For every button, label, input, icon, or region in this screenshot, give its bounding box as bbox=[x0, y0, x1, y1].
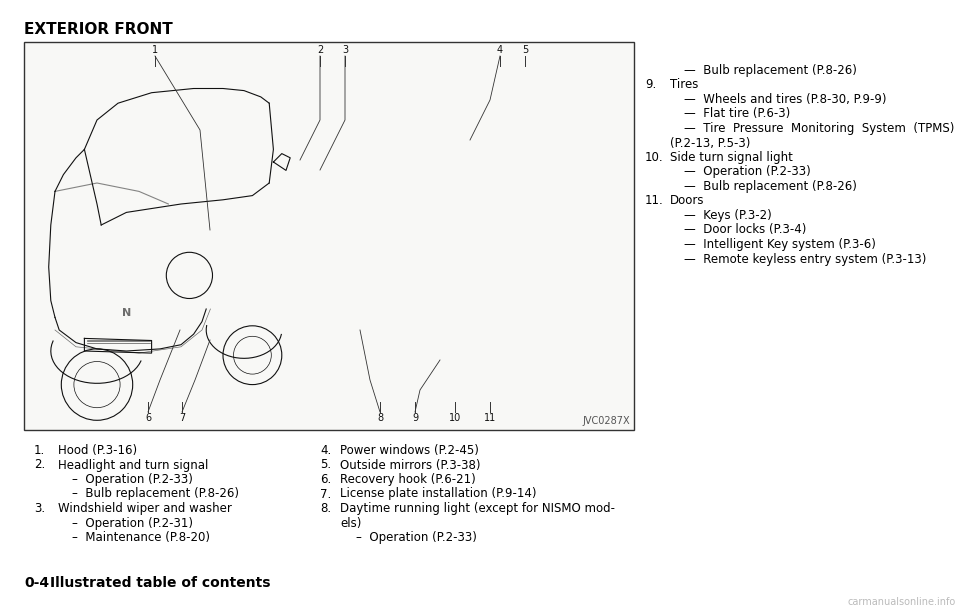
Text: JVC0287X: JVC0287X bbox=[583, 416, 630, 426]
Text: 4: 4 bbox=[497, 45, 503, 55]
Text: —  Bulb replacement (P.8-26): — Bulb replacement (P.8-26) bbox=[684, 64, 857, 77]
Text: —  Door locks (P.3-4): — Door locks (P.3-4) bbox=[684, 224, 806, 236]
Text: Headlight and turn signal: Headlight and turn signal bbox=[58, 458, 208, 472]
Text: Hood (P.3-16): Hood (P.3-16) bbox=[58, 444, 137, 457]
Text: Daytime running light (except for NISMO mod-: Daytime running light (except for NISMO … bbox=[340, 502, 615, 515]
Text: 1: 1 bbox=[152, 45, 158, 55]
Text: Tires: Tires bbox=[670, 78, 698, 92]
Text: —  Intelligent Key system (P.3-6): — Intelligent Key system (P.3-6) bbox=[684, 238, 876, 251]
Text: Recovery hook (P.6-21): Recovery hook (P.6-21) bbox=[340, 473, 476, 486]
Text: Illustrated table of contents: Illustrated table of contents bbox=[50, 576, 271, 590]
Bar bbox=[24, 42, 634, 430]
Text: els): els) bbox=[340, 516, 361, 530]
Text: —  Flat tire (P.6-3): — Flat tire (P.6-3) bbox=[684, 108, 790, 120]
Text: 9.: 9. bbox=[645, 78, 657, 92]
Text: 5: 5 bbox=[522, 45, 528, 55]
Text: N: N bbox=[122, 308, 131, 318]
Text: (P.2-13, P.5-3): (P.2-13, P.5-3) bbox=[670, 136, 751, 150]
Text: Outside mirrors (P.3-38): Outside mirrors (P.3-38) bbox=[340, 458, 481, 472]
Text: Power windows (P.2-45): Power windows (P.2-45) bbox=[340, 444, 479, 457]
Text: 3: 3 bbox=[342, 45, 348, 55]
Text: 10.: 10. bbox=[645, 151, 663, 164]
Text: 6: 6 bbox=[145, 413, 151, 423]
Text: Doors: Doors bbox=[670, 194, 705, 208]
Text: 1.: 1. bbox=[34, 444, 45, 457]
Text: 5.: 5. bbox=[320, 458, 331, 472]
Text: –  Operation (P.2-33): – Operation (P.2-33) bbox=[72, 473, 193, 486]
Text: 10: 10 bbox=[449, 413, 461, 423]
Text: 2: 2 bbox=[317, 45, 324, 55]
Text: 9: 9 bbox=[412, 413, 418, 423]
Text: —  Remote keyless entry system (P.3-13): — Remote keyless entry system (P.3-13) bbox=[684, 252, 926, 266]
Text: 7: 7 bbox=[179, 413, 185, 423]
Text: 4.: 4. bbox=[320, 444, 331, 457]
Text: –  Maintenance (P.8-20): – Maintenance (P.8-20) bbox=[72, 531, 210, 544]
Text: 7.: 7. bbox=[320, 488, 331, 500]
Text: —  Bulb replacement (P.8-26): — Bulb replacement (P.8-26) bbox=[684, 180, 857, 193]
Text: 11: 11 bbox=[484, 413, 496, 423]
Text: Side turn signal light: Side turn signal light bbox=[670, 151, 793, 164]
Text: —  Tire  Pressure  Monitoring  System  (TPMS): — Tire Pressure Monitoring System (TPMS) bbox=[684, 122, 954, 135]
Text: –  Operation (P.2-31): – Operation (P.2-31) bbox=[72, 516, 193, 530]
Text: 8: 8 bbox=[377, 413, 383, 423]
Text: 11.: 11. bbox=[645, 194, 663, 208]
Text: –  Operation (P.2-33): – Operation (P.2-33) bbox=[356, 531, 477, 544]
Text: –  Bulb replacement (P.8-26): – Bulb replacement (P.8-26) bbox=[72, 488, 239, 500]
Text: —  Keys (P.3-2): — Keys (P.3-2) bbox=[684, 209, 772, 222]
Text: —  Operation (P.2-33): — Operation (P.2-33) bbox=[684, 166, 811, 178]
Text: License plate installation (P.9-14): License plate installation (P.9-14) bbox=[340, 488, 537, 500]
Text: EXTERIOR FRONT: EXTERIOR FRONT bbox=[24, 22, 173, 37]
Text: carmanualsonline.info: carmanualsonline.info bbox=[848, 597, 956, 607]
Text: —  Wheels and tires (P.8-30, P.9-9): — Wheels and tires (P.8-30, P.9-9) bbox=[684, 93, 886, 106]
Text: 6.: 6. bbox=[320, 473, 331, 486]
Text: Windshield wiper and washer: Windshield wiper and washer bbox=[58, 502, 232, 515]
Text: 3.: 3. bbox=[34, 502, 45, 515]
Text: 0-4: 0-4 bbox=[24, 576, 49, 590]
Text: 2.: 2. bbox=[34, 458, 45, 472]
Text: 8.: 8. bbox=[320, 502, 331, 515]
